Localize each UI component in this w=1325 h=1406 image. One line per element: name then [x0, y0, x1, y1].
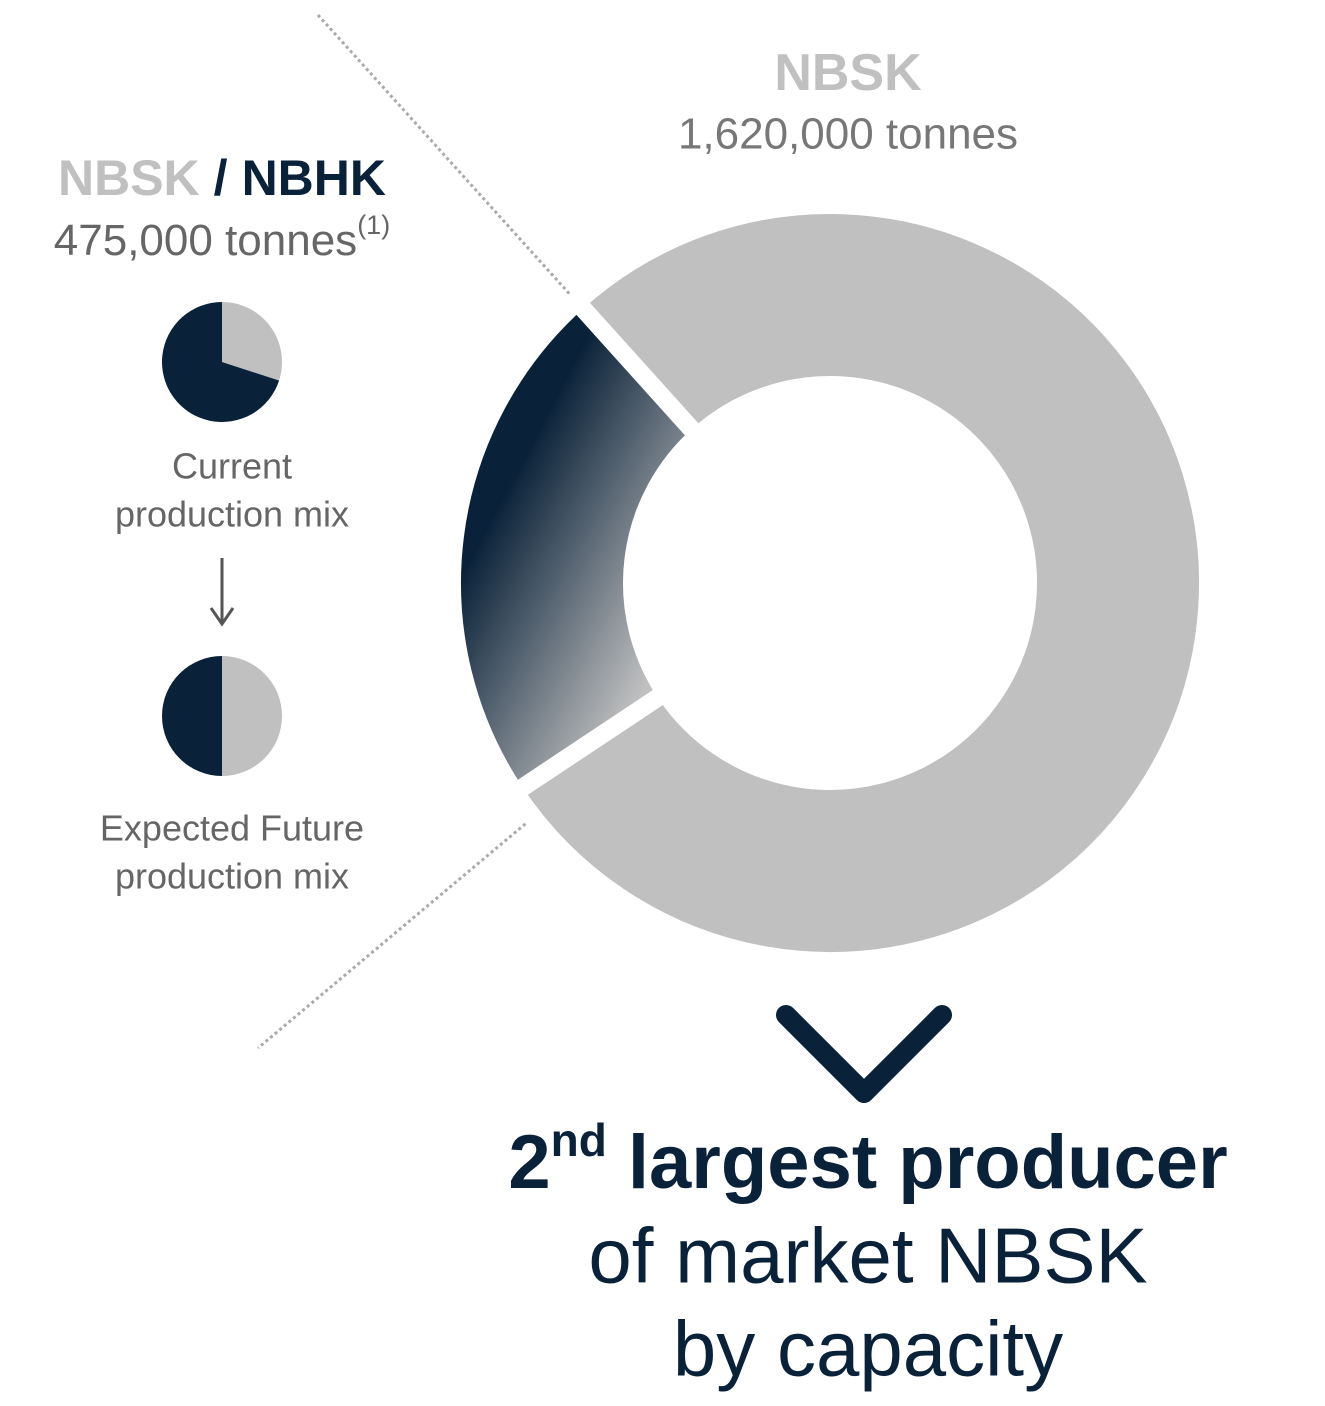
text: largest producer — [607, 1120, 1228, 1205]
nbsk-value: 1,620,000 tonnes — [678, 110, 1018, 159]
caption: Current — [172, 446, 292, 487]
caption: production mix — [115, 494, 349, 535]
label: NBSK — [58, 150, 200, 206]
chevron — [776, 1005, 952, 1103]
nbsk-label: NBSK — [774, 44, 922, 102]
conclusion-line: by capacity — [673, 1305, 1063, 1393]
footnote: (1) — [357, 210, 390, 240]
pie-slice — [161, 302, 280, 423]
label: / — [214, 150, 228, 206]
pie-slice — [222, 656, 282, 776]
label: NBHK — [242, 150, 386, 206]
text: 2 — [508, 1120, 550, 1205]
donut-segment — [443, 289, 711, 805]
pie-slice — [222, 302, 282, 381]
pie-slice — [162, 656, 222, 776]
conclusion-line: 2nd largest producer — [508, 1114, 1227, 1205]
caption: production mix — [115, 856, 349, 897]
conclusion-line: of market NBSK — [588, 1212, 1147, 1300]
marks — [161, 196, 1217, 970]
nbhk-value: 475,000 tonnes(1) — [54, 210, 390, 265]
arrow-head — [209, 607, 235, 627]
value: 475,000 tonnes — [54, 216, 357, 265]
superscript: nd — [551, 1114, 607, 1166]
nbhk-label: NBSK / NBHK — [58, 150, 386, 206]
caption: Expected Future — [100, 808, 364, 849]
label: NBSK — [774, 44, 922, 102]
divider-line — [316, 13, 577, 302]
divider-line — [257, 818, 531, 1050]
donut-segment — [502, 196, 1217, 970]
